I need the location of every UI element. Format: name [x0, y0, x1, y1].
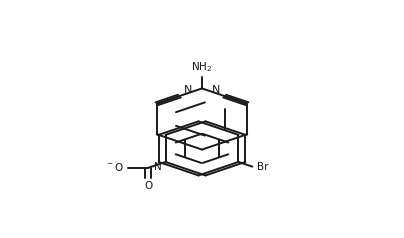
Text: N$^+$: N$^+$ [153, 160, 170, 173]
Text: $^-$O: $^-$O [105, 161, 124, 173]
Text: N: N [184, 85, 193, 95]
Text: O: O [144, 181, 152, 191]
Text: NH$_2$: NH$_2$ [191, 60, 213, 74]
Text: N: N [211, 85, 220, 95]
Text: Br: Br [257, 162, 269, 172]
